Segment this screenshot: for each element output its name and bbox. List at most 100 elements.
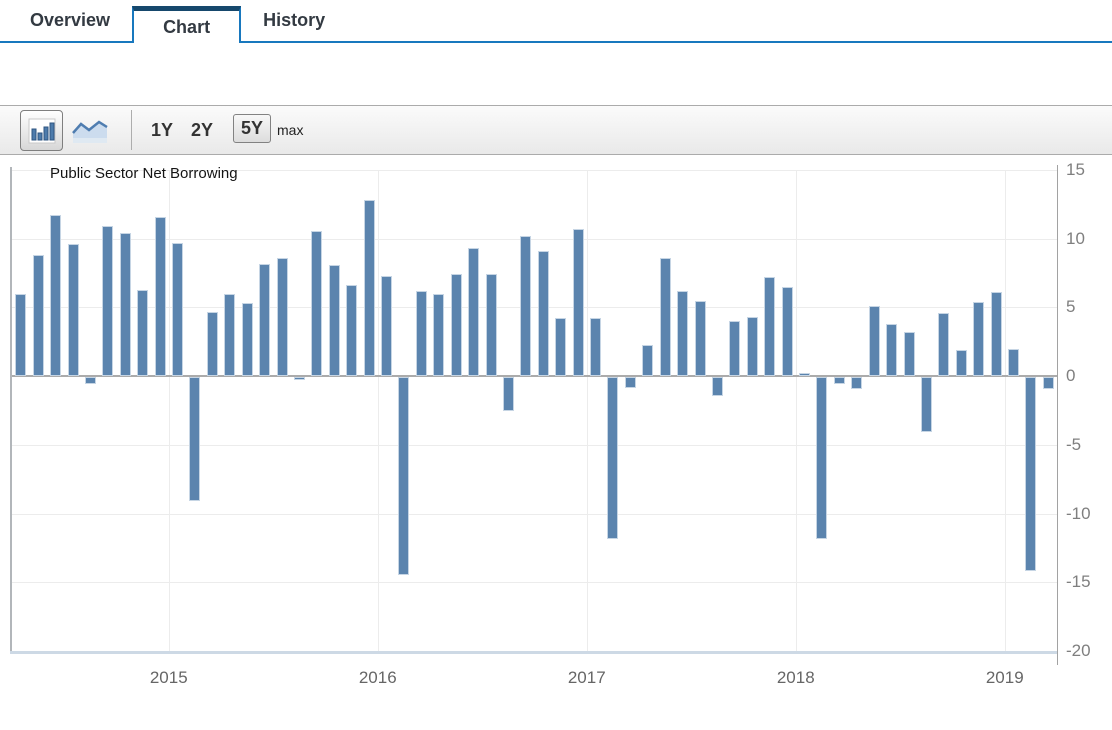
bar[interactable] xyxy=(415,290,427,377)
y-gridline xyxy=(11,307,1057,309)
bar[interactable] xyxy=(311,230,323,377)
bar[interactable] xyxy=(154,216,166,377)
bar[interactable] xyxy=(659,258,671,377)
bar[interactable] xyxy=(15,293,27,377)
bar[interactable] xyxy=(903,332,915,377)
bar[interactable] xyxy=(642,344,654,377)
bar[interactable] xyxy=(32,255,44,377)
x-axis-label: 2019 xyxy=(985,668,1024,687)
bar[interactable] xyxy=(677,290,688,377)
bar[interactable] xyxy=(224,293,236,377)
bar[interactable] xyxy=(590,318,601,377)
bar[interactable] xyxy=(502,377,514,412)
bar[interactable] xyxy=(955,350,967,377)
bar-chart-icon xyxy=(28,118,56,144)
chart-title: Public Sector Net Borrowing xyxy=(50,165,238,182)
plot-area: 15 10 5 0 -5 -10 -15 -20 2015 2016 2017 2018 2019 xyxy=(0,156,1112,730)
plot-left-border xyxy=(10,167,12,653)
bar[interactable] xyxy=(729,321,741,377)
x-axis-label: 2018 xyxy=(776,668,815,687)
bar[interactable] xyxy=(450,274,462,377)
bar[interactable] xyxy=(346,285,358,377)
bar[interactable] xyxy=(537,251,549,377)
x-gridline xyxy=(795,170,797,651)
y-axis-label: 15 xyxy=(1066,160,1085,179)
x-axis-label: 2017 xyxy=(567,668,606,687)
y-gridline xyxy=(11,170,1057,171)
bar[interactable] xyxy=(833,377,845,384)
line-chart-icon xyxy=(72,118,108,144)
y-gridline xyxy=(11,582,1057,584)
bar[interactable] xyxy=(694,300,706,377)
y-axis-line xyxy=(1057,165,1058,665)
tab-chart[interactable]: Chart xyxy=(132,6,242,43)
bar[interactable] xyxy=(1042,377,1054,390)
bar[interactable] xyxy=(607,377,619,540)
bar[interactable] xyxy=(920,377,932,433)
range-button-1y[interactable]: 1Y xyxy=(151,119,174,140)
bar[interactable] xyxy=(938,312,950,377)
bar[interactable] xyxy=(851,377,863,390)
bar[interactable] xyxy=(868,306,880,377)
bar[interactable] xyxy=(328,264,340,377)
chart-panel: 15 10 5 0 -5 -10 -15 -20 2015 2016 2017 2018 2019 Pu… xyxy=(0,156,1112,730)
chart-toolbar: 1Y 2Y 5Y max xyxy=(0,105,1112,155)
bar[interactable] xyxy=(572,229,584,377)
bar[interactable] xyxy=(293,377,305,380)
bar[interactable] xyxy=(50,215,61,377)
bar[interactable] xyxy=(886,323,897,377)
bar[interactable] xyxy=(67,244,79,377)
tab-history[interactable]: History xyxy=(263,10,326,30)
toolbar-divider xyxy=(131,110,132,150)
y-axis-label: 10 xyxy=(1066,228,1085,248)
bar[interactable] xyxy=(206,311,218,377)
x-gridline xyxy=(377,170,379,651)
x-axis-label: 2015 xyxy=(149,668,188,687)
bar[interactable] xyxy=(172,242,183,377)
bar[interactable] xyxy=(520,236,532,377)
range-button-max[interactable]: max xyxy=(277,122,304,138)
bar[interactable] xyxy=(816,377,828,540)
y-axis-label: 0 xyxy=(1066,366,1076,386)
bar[interactable] xyxy=(189,377,201,501)
bar[interactable] xyxy=(241,303,253,377)
bar[interactable] xyxy=(973,301,985,377)
bar[interactable] xyxy=(555,318,567,377)
bar[interactable] xyxy=(1025,377,1037,571)
bar[interactable] xyxy=(433,293,445,377)
y-axis-label: -20 xyxy=(1066,641,1091,660)
x-axis-label: 2016 xyxy=(358,668,397,687)
bar[interactable] xyxy=(711,377,723,397)
bar[interactable] xyxy=(799,373,810,377)
y-gridline xyxy=(11,444,1057,446)
bar[interactable] xyxy=(990,292,1002,377)
bar[interactable] xyxy=(468,248,479,377)
bar[interactable] xyxy=(746,317,758,377)
bar[interactable] xyxy=(781,286,793,377)
tab-bar: Overview Chart History xyxy=(0,0,1112,43)
bar[interactable] xyxy=(119,233,131,377)
x-axis-line xyxy=(10,651,1058,654)
line-chart-type-button[interactable] xyxy=(70,116,110,146)
y-axis-label: 5 xyxy=(1066,297,1076,317)
bar[interactable] xyxy=(137,289,149,377)
range-button-2y[interactable]: 2Y xyxy=(191,119,214,140)
range-button-5y[interactable]: 5Y xyxy=(233,114,272,143)
bar[interactable] xyxy=(624,377,636,389)
bar-chart-type-button[interactable] xyxy=(20,110,63,151)
bar[interactable] xyxy=(398,377,410,575)
bar[interactable] xyxy=(363,200,375,377)
y-axis-label: -10 xyxy=(1066,503,1091,523)
y-gridline xyxy=(11,513,1057,515)
bar[interactable] xyxy=(381,275,392,377)
x-gridline xyxy=(586,170,588,651)
bar[interactable] xyxy=(485,274,497,377)
bar[interactable] xyxy=(276,258,288,377)
bar[interactable] xyxy=(259,263,270,377)
bar[interactable] xyxy=(764,277,776,377)
bar[interactable] xyxy=(102,226,114,377)
tab-overview[interactable]: Overview xyxy=(30,10,111,30)
y-gridline xyxy=(11,238,1057,240)
bar[interactable] xyxy=(84,377,96,384)
bar[interactable] xyxy=(1008,348,1019,377)
